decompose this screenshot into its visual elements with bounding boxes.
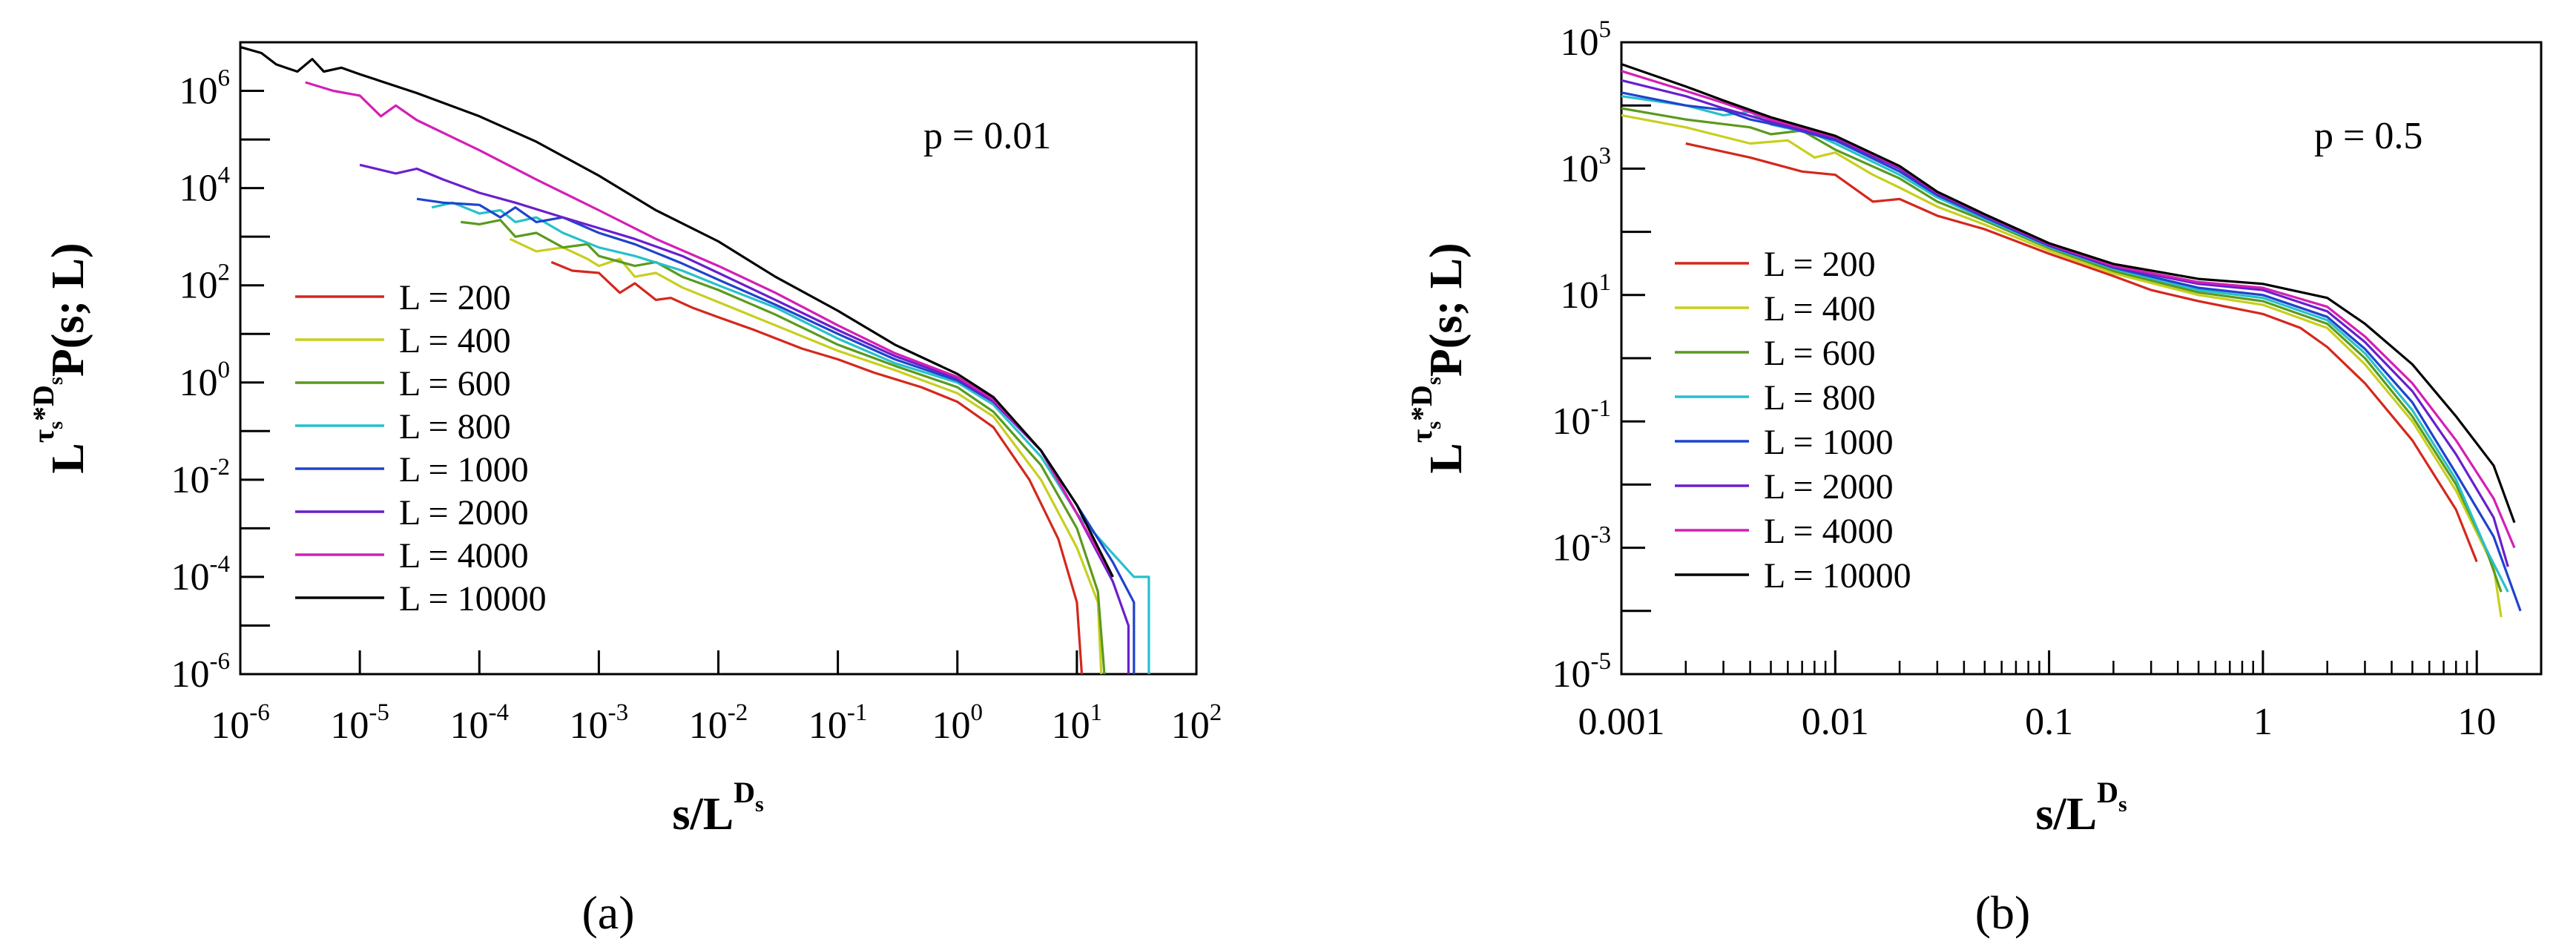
x-tick-label: 100 <box>932 699 984 747</box>
legend-label: L = 800 <box>399 407 511 446</box>
panel-b-series <box>1621 62 2522 618</box>
series-line <box>509 237 1103 675</box>
x-tick-label: 10 <box>2457 701 2496 743</box>
series-line <box>550 260 1084 675</box>
series-line <box>1621 95 2509 593</box>
panel-b-ticks: 10-5 10-3 10-1 101 103 105 0.001 0.01 0.1 1 10 <box>1552 16 2543 743</box>
panel-b-label: (b) <box>1975 886 2031 939</box>
panel-a-annotation: p = 0.01 <box>923 115 1051 157</box>
panel-a-ticks: 10-6 10-4 10-2 100 102 104 106 10-6 10-5 10-4 10-3… <box>171 65 1222 747</box>
panel-a-plot-frame <box>239 41 1198 676</box>
y-tick-label: 106 <box>179 65 231 113</box>
panel-a-label: (a) <box>582 886 634 939</box>
y-tick-label: 104 <box>179 162 231 210</box>
x-axis-label-text: s/LDs <box>2035 776 2127 840</box>
x-tick-label: 10-5 <box>330 699 389 747</box>
x-tick-label: 0.1 <box>2025 701 2073 743</box>
y-tick-label: 10-1 <box>1552 395 1612 443</box>
legend-label: L = 2000 <box>399 493 529 532</box>
panel-b-y-axis-label: Lτs*DsP(s; L) <box>1405 243 1472 473</box>
legend-label: L = 1000 <box>1764 423 1894 462</box>
x-tick-label: 102 <box>1171 699 1222 747</box>
series-line <box>1685 142 2478 563</box>
y-tick-label: 10-5 <box>1552 648 1612 696</box>
x-tick-label: 10-2 <box>689 699 748 747</box>
x-tick-label: 0.01 <box>1802 701 1869 743</box>
panel-a-legend: L = 200 L = 400 L = 600 L = 800 L = 1000 L = … <box>295 278 547 619</box>
y-tick-label: 10-2 <box>171 454 231 501</box>
legend-label: L = 600 <box>1764 334 1876 373</box>
legend-label: L = 4000 <box>1764 512 1894 551</box>
y-tick-label: 100 <box>179 357 231 404</box>
y-tick-label: 102 <box>179 260 231 307</box>
series-line <box>1621 107 2503 593</box>
legend-label: L = 10000 <box>399 579 547 619</box>
panel-a-chart: 10-6 10-4 10-2 100 102 104 106 10-6 10-5 10-4 10-3… <box>27 41 1222 939</box>
y-tick-label: 10-3 <box>1552 522 1612 570</box>
panel-a-y-axis-label: Lτs*DsP(s; L) <box>27 243 93 473</box>
legend-label: L = 2000 <box>1764 467 1894 507</box>
series-line <box>305 81 1114 578</box>
x-tick-label: 0.001 <box>1578 701 1665 743</box>
panel-a-series <box>240 45 1150 675</box>
series-line <box>461 219 1106 675</box>
x-tick-label: 101 <box>1052 699 1103 747</box>
y-axis-label-text: Lτs*DsP(s; L) <box>1405 243 1472 473</box>
legend-label: L = 400 <box>399 321 511 360</box>
y-tick-label: 10-4 <box>171 551 231 598</box>
x-tick-label: 1 <box>2253 701 2273 743</box>
legend-label: L = 600 <box>399 364 511 403</box>
legend-label: L = 800 <box>1764 378 1876 418</box>
y-tick-label: 101 <box>1561 269 1612 317</box>
legend-label: L = 1000 <box>399 450 529 489</box>
panel-b-annotation: p = 0.5 <box>2314 115 2422 157</box>
legend-label: L = 200 <box>1764 245 1876 284</box>
panel-b-legend: L = 200 L = 400 L = 600 L = 800 L = 1000 L = … <box>1675 245 1911 596</box>
series-line <box>1621 70 2516 549</box>
x-tick-label: 10-6 <box>211 699 270 747</box>
series-line <box>1621 91 2522 612</box>
legend-label: L = 200 <box>399 278 511 317</box>
x-tick-label: 10-3 <box>570 699 629 747</box>
legend-label: L = 10000 <box>1764 556 1911 596</box>
y-tick-label: 10-6 <box>171 648 231 696</box>
y-tick-label: 103 <box>1561 142 1612 190</box>
series-line <box>1621 113 2503 618</box>
legend-label: L = 400 <box>1764 289 1876 329</box>
series-line <box>240 45 1114 578</box>
y-tick-label: 105 <box>1561 16 1612 64</box>
series-line <box>1621 62 2516 524</box>
x-tick-label: 10-1 <box>808 699 868 747</box>
legend-label: L = 4000 <box>399 536 529 575</box>
y-axis-label-text: Lτs*DsP(s; L) <box>27 243 93 473</box>
panel-b-chart: 10-5 10-3 10-1 101 103 105 0.001 0.01 0.1 1 10 L =… <box>1405 16 2543 939</box>
panel-b-x-axis-label: s/LDs <box>2035 776 2127 840</box>
x-axis-label-text: s/LDs <box>672 776 763 840</box>
x-tick-label: 10-4 <box>450 699 510 747</box>
panel-a-x-axis-label: s/LDs <box>672 776 763 840</box>
